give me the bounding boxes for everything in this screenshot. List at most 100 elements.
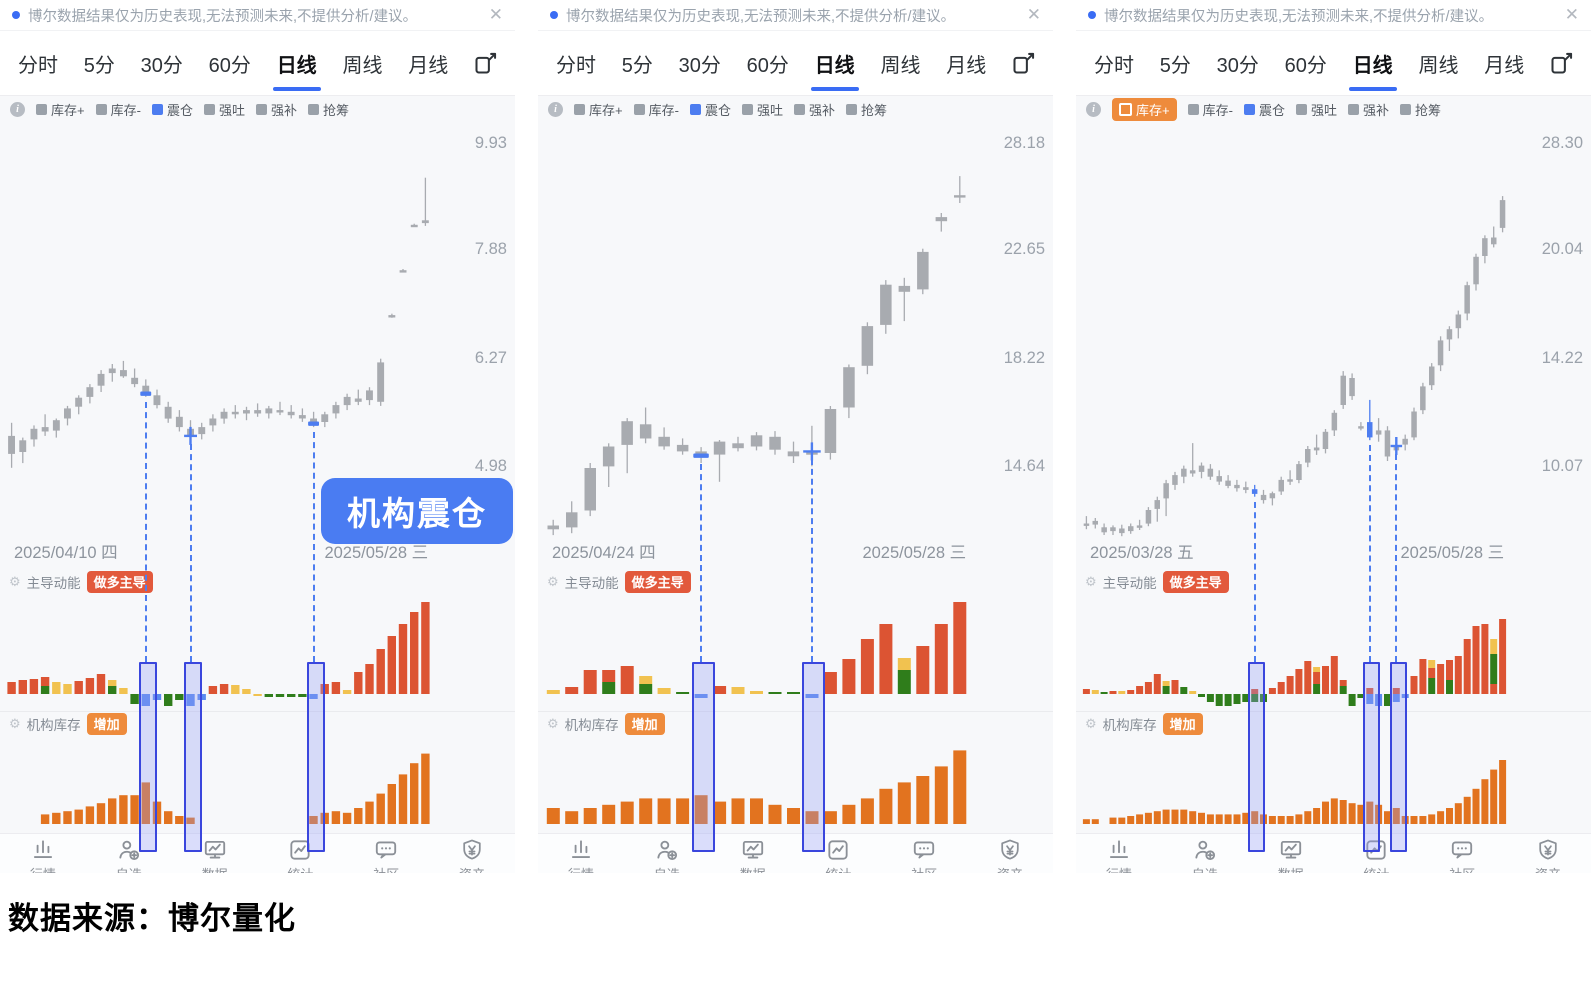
info-icon[interactable]: i (548, 101, 563, 117)
tab-4[interactable]: 日线 (1348, 45, 1397, 91)
legend-item-4[interactable]: 强补 (1347, 100, 1389, 119)
legend-item-3[interactable]: 强吐 (1295, 100, 1337, 119)
nav-label: 资产 (997, 864, 1023, 873)
stats-icon (287, 837, 313, 863)
tab-6[interactable]: 月线 (946, 54, 987, 77)
price-label: 4.98 (475, 457, 507, 475)
nav-item-watchlist[interactable]: 自选 (654, 837, 680, 873)
tab-5[interactable]: 周线 (880, 54, 921, 77)
legend-item-2[interactable]: 震仓 (151, 100, 193, 119)
legend-item-4[interactable]: 强补 (255, 100, 297, 119)
notice-dot-icon (12, 11, 20, 19)
close-icon[interactable]: ✕ (1026, 5, 1041, 24)
landscape-icon[interactable] (1548, 50, 1575, 77)
info-icon[interactable]: i (10, 101, 25, 117)
nav-item-market[interactable]: 行情 (30, 837, 56, 873)
nav-item-data[interactable]: 数据 (740, 837, 766, 873)
nav-label: 数据 (202, 864, 228, 873)
tab-2[interactable]: 30分 (1216, 54, 1259, 77)
tab-6[interactable]: 月线 (1484, 54, 1525, 77)
legend-item-4[interactable]: 强补 (793, 100, 835, 119)
legend-item-2[interactable]: 震仓 (689, 100, 731, 119)
tab-0[interactable]: 分时 (18, 54, 58, 77)
legend-label: 库存+ (51, 102, 85, 118)
legend-item-5[interactable]: 抢筹 (1399, 100, 1441, 119)
nav-item-community[interactable]: 社区 (373, 837, 399, 873)
tab-3[interactable]: 60分 (1284, 54, 1327, 77)
nav-item-community[interactable]: 社区 (911, 837, 937, 873)
inventory-bar-chart (1082, 760, 1507, 824)
gear-icon[interactable]: ⚙ (1085, 716, 1097, 731)
info-icon[interactable]: i (1086, 101, 1101, 117)
tab-1[interactable]: 5分 (1159, 54, 1191, 77)
nav-item-watchlist[interactable]: 自选 (1192, 837, 1218, 873)
nav-item-data[interactable]: 数据 (1278, 837, 1304, 873)
nav-item-assets[interactable]: 资产 (459, 837, 485, 873)
nav-item-stats[interactable]: 统计 (1363, 837, 1389, 873)
chart-area[interactable]: 28.30 20.04 14.22 10.07 2025/03/28 五 2025/0… (1076, 122, 1591, 570)
legend-item-3[interactable]: 强吐 (203, 100, 245, 119)
legend-label: 震仓 (1258, 102, 1285, 118)
tab-3[interactable]: 60分 (746, 54, 789, 77)
tab-6[interactable]: 月线 (408, 54, 449, 77)
legend-item-1[interactable]: 库存- (1187, 100, 1233, 119)
legend-item-1[interactable]: 库存- (95, 100, 141, 119)
legend-item-3[interactable]: 强吐 (741, 100, 783, 119)
candlestick-chart[interactable]: 28.18 22.65 18.22 14.64 (538, 122, 1053, 570)
tab-0[interactable]: 分时 (556, 54, 596, 77)
disclaimer-bar: 博尔数据结果仅为历史表现,无法预测未来,不提供分析/建议。 ✕ (1076, 0, 1591, 31)
chart-area[interactable]: 28.18 22.65 18.22 14.64 2025/04/24 四 2025/0… (538, 122, 1053, 570)
tab-4[interactable]: 日线 (272, 45, 321, 91)
gear-icon[interactable]: ⚙ (547, 716, 559, 731)
nav-item-stats[interactable]: 统计 (287, 837, 313, 873)
tab-2[interactable]: 30分 (678, 54, 721, 77)
legend-item-5[interactable]: 抢筹 (845, 100, 887, 119)
nav-item-stats[interactable]: 统计 (825, 837, 851, 873)
gear-icon[interactable]: ⚙ (9, 716, 21, 731)
nav-item-watchlist[interactable]: 自选 (116, 837, 142, 873)
tab-3[interactable]: 60分 (208, 54, 251, 77)
legend-item-0[interactable]: 库存+ (1112, 97, 1177, 121)
tab-4[interactable]: 日线 (810, 45, 859, 91)
chart-area[interactable]: 9.93 7.88 6.27 4.98 2025/04/10 四 2025/05/28… (0, 122, 515, 570)
period-tab-bar: 分时 5分 30分 60分 日线 周线 月线 (538, 31, 1053, 96)
candlestick-chart[interactable]: 28.30 20.04 14.22 10.07 (1076, 122, 1591, 570)
disclaimer-text: 博尔数据结果仅为历史表现,无法预测未来,不提供分析/建议。 (28, 8, 418, 25)
legend-item-0[interactable]: 库存+ (574, 100, 623, 119)
legend-item-1[interactable]: 库存- (633, 100, 679, 119)
nav-item-assets[interactable]: 资产 (997, 837, 1023, 873)
legend-item-0[interactable]: 库存+ (36, 100, 85, 119)
data-icon (740, 837, 766, 863)
legend-label: 库存- (110, 102, 141, 118)
legend-label: 库存- (1202, 102, 1233, 118)
close-icon[interactable]: ✕ (488, 5, 503, 24)
nav-item-market[interactable]: 行情 (1106, 837, 1132, 873)
nav-item-community[interactable]: 社区 (1449, 837, 1475, 873)
nav-item-assets[interactable]: 资产 (1535, 837, 1561, 873)
community-icon (1449, 837, 1475, 863)
legend-swatch-icon (255, 103, 267, 115)
gear-icon[interactable]: ⚙ (547, 574, 559, 589)
landscape-icon[interactable] (1010, 50, 1037, 77)
gear-icon[interactable]: ⚙ (9, 574, 21, 589)
nav-item-data[interactable]: 数据 (202, 837, 228, 873)
candlestick-chart[interactable]: 9.93 7.88 6.27 4.98 (0, 122, 515, 570)
close-icon[interactable]: ✕ (1564, 5, 1579, 24)
legend-item-2[interactable]: 震仓 (1243, 100, 1285, 119)
date-label-left: 2025/04/10 四 (14, 544, 118, 562)
tab-1[interactable]: 5分 (83, 54, 115, 77)
tab-0[interactable]: 分时 (1094, 54, 1134, 77)
legend-item-5[interactable]: 抢筹 (307, 100, 349, 119)
nav-label: 自选 (116, 864, 142, 873)
landscape-icon[interactable] (472, 50, 499, 77)
energy-status-badge: 做多主导 (624, 571, 691, 593)
tab-1[interactable]: 5分 (621, 54, 653, 77)
tab-5[interactable]: 周线 (342, 54, 383, 77)
nav-label: 数据 (1278, 864, 1304, 873)
tab-2[interactable]: 30分 (140, 54, 183, 77)
nav-item-market[interactable]: 行情 (568, 837, 594, 873)
gear-icon[interactable]: ⚙ (1085, 574, 1097, 589)
tab-5[interactable]: 周线 (1418, 54, 1459, 77)
nav-label: 行情 (30, 864, 56, 873)
energy-label: 主导动能 (564, 576, 619, 591)
